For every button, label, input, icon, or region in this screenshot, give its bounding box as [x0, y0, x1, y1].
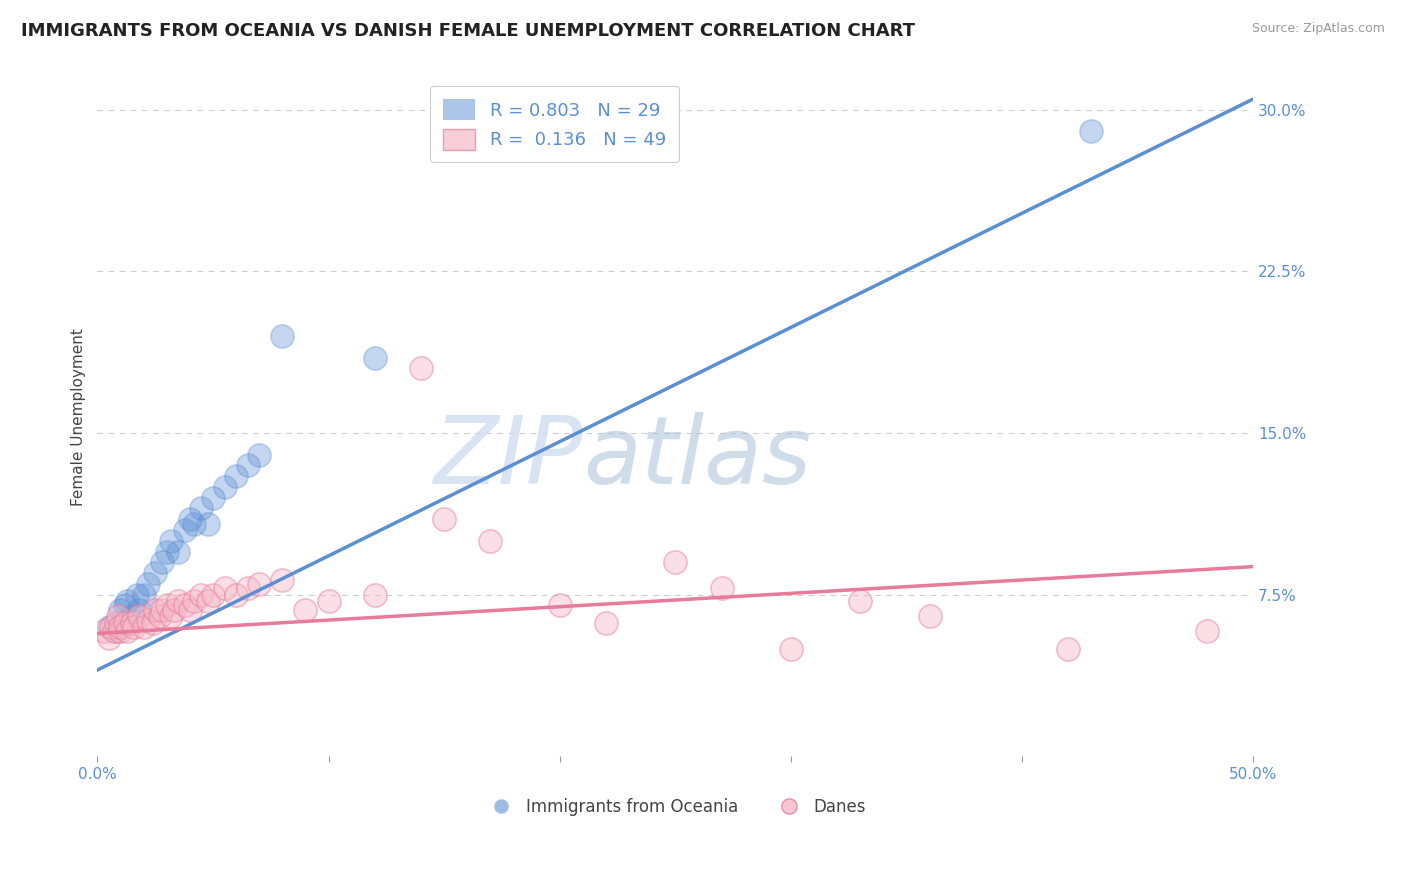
Point	[1195, 624, 1218, 639]
Point	[125, 588, 148, 602]
Point	[918, 609, 941, 624]
Point	[136, 577, 159, 591]
Point	[114, 599, 136, 613]
Point	[174, 523, 197, 537]
Point	[107, 609, 129, 624]
Point	[197, 594, 219, 608]
Point	[163, 603, 186, 617]
Point	[710, 581, 733, 595]
Point	[849, 594, 872, 608]
Point	[143, 603, 166, 617]
Point	[117, 624, 139, 639]
Point	[128, 609, 150, 624]
Point	[121, 615, 143, 630]
Point	[214, 581, 236, 595]
Point	[236, 581, 259, 595]
Point	[97, 620, 120, 634]
Point	[132, 588, 155, 602]
Point	[117, 594, 139, 608]
Point	[104, 624, 127, 639]
Text: IMMIGRANTS FROM OCEANIA VS DANISH FEMALE UNEMPLOYMENT CORRELATION CHART: IMMIGRANTS FROM OCEANIA VS DANISH FEMALE…	[21, 22, 915, 40]
Point	[156, 599, 179, 613]
Point	[179, 603, 201, 617]
Point	[174, 599, 197, 613]
Point	[190, 501, 212, 516]
Point	[179, 512, 201, 526]
Point	[160, 609, 183, 624]
Y-axis label: Female Unemployment: Female Unemployment	[72, 328, 86, 506]
Point	[364, 588, 387, 602]
Point	[409, 361, 432, 376]
Point	[97, 631, 120, 645]
Text: Source: ZipAtlas.com: Source: ZipAtlas.com	[1251, 22, 1385, 36]
Point	[595, 615, 617, 630]
Point	[110, 615, 132, 630]
Point	[197, 516, 219, 531]
Point	[93, 624, 115, 639]
Point	[190, 588, 212, 602]
Point	[183, 594, 205, 608]
Point	[110, 624, 132, 639]
Point	[143, 566, 166, 580]
Point	[664, 555, 686, 569]
Legend: Immigrants from Oceania, Danes: Immigrants from Oceania, Danes	[478, 791, 873, 822]
Point	[142, 615, 165, 630]
Point	[364, 351, 387, 365]
Point	[236, 458, 259, 473]
Point	[294, 603, 316, 617]
Point	[548, 599, 571, 613]
Point	[1057, 641, 1080, 656]
Text: atlas: atlas	[583, 412, 811, 503]
Point	[318, 594, 340, 608]
Point	[103, 624, 125, 639]
Point	[214, 480, 236, 494]
Point	[104, 615, 127, 630]
Point	[150, 603, 173, 617]
Point	[132, 620, 155, 634]
Point	[149, 609, 172, 624]
Point	[201, 491, 224, 505]
Point	[479, 533, 502, 548]
Point	[124, 620, 146, 634]
Point	[1080, 124, 1102, 138]
Point	[100, 620, 122, 634]
Point	[271, 573, 294, 587]
Point	[167, 594, 190, 608]
Point	[433, 512, 456, 526]
Point	[247, 577, 270, 591]
Point	[271, 329, 294, 343]
Point	[167, 544, 190, 558]
Point	[225, 588, 247, 602]
Point	[136, 614, 159, 628]
Point	[201, 588, 224, 602]
Point	[183, 516, 205, 531]
Point	[128, 603, 150, 617]
Point	[247, 448, 270, 462]
Point	[110, 620, 132, 634]
Point	[780, 641, 803, 656]
Point	[150, 555, 173, 569]
Point	[110, 603, 132, 617]
Point	[156, 544, 179, 558]
Text: ZIP: ZIP	[433, 412, 583, 503]
Point	[160, 533, 183, 548]
Point	[225, 469, 247, 483]
Point	[121, 609, 143, 624]
Point	[114, 615, 136, 630]
